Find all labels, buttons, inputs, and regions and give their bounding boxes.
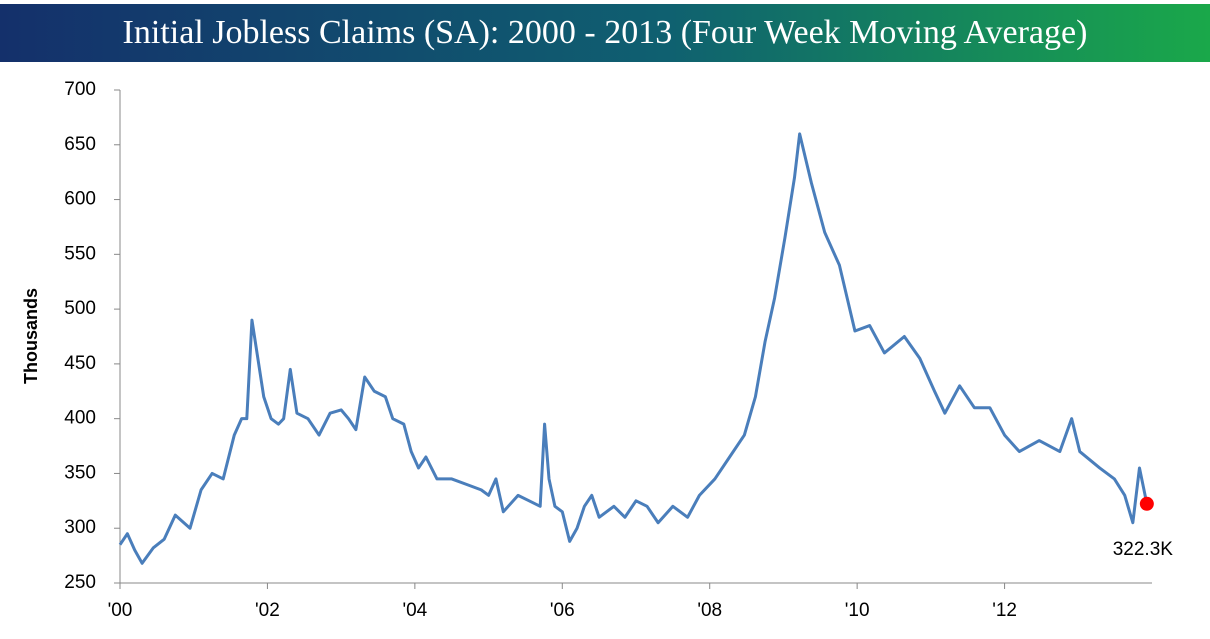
y-tick-label: 250 xyxy=(64,572,96,593)
x-tick-label: '06 xyxy=(550,600,575,621)
y-tick-label: 450 xyxy=(64,353,96,374)
chart-title: Initial Jobless Claims (SA): 2000 - 2013… xyxy=(123,14,1088,51)
y-tick-label: 500 xyxy=(64,298,96,319)
y-tick-label: 600 xyxy=(64,189,96,210)
line-series xyxy=(118,132,1149,565)
y-axis-label: Thousands xyxy=(21,288,41,384)
x-tick-label: '02 xyxy=(255,600,280,621)
x-tick-label: '00 xyxy=(108,600,133,621)
x-tick-label: '12 xyxy=(992,600,1017,621)
data-label: 322.3K xyxy=(1113,539,1174,560)
y-tick-label: 550 xyxy=(64,243,96,264)
x-tick-label: '10 xyxy=(845,600,870,621)
y-tick-label: 400 xyxy=(64,408,96,429)
title-banner xyxy=(0,4,1210,62)
x-tick-label: '04 xyxy=(402,600,427,621)
y-tick-label: 700 xyxy=(64,79,96,100)
y-tick-label: 350 xyxy=(64,462,96,483)
highlight-point xyxy=(1139,496,1154,511)
y-tick-label: 300 xyxy=(64,517,96,538)
y-tick-label: 650 xyxy=(64,134,96,155)
x-tick-label: '08 xyxy=(697,600,722,621)
